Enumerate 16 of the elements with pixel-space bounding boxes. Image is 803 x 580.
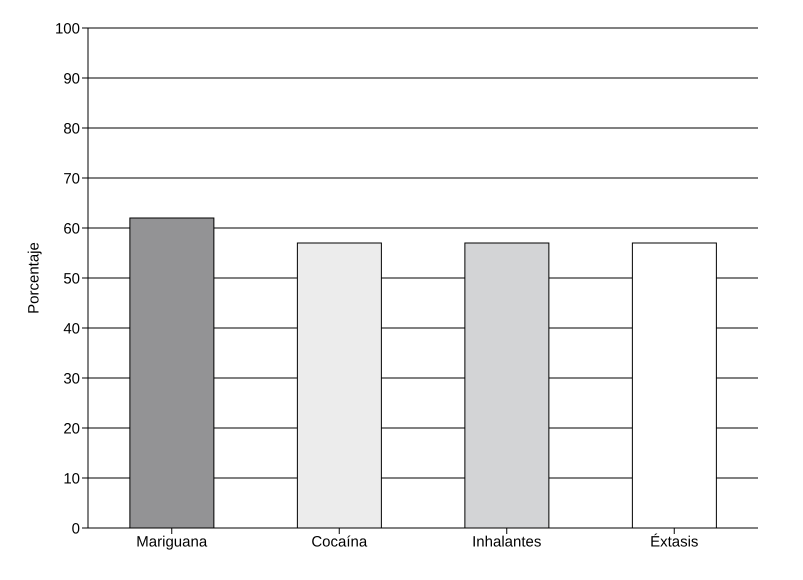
y-tick-label: 0 (72, 520, 80, 538)
y-tick-label: 20 (63, 420, 80, 438)
y-tick-label: 70 (63, 170, 80, 188)
y-axis-title: Porcentaje (25, 242, 42, 314)
y-tick-label: 30 (63, 370, 80, 388)
y-tick-label: 50 (63, 270, 80, 288)
x-tick-label: Inhalantes (472, 534, 542, 551)
x-tick-label: Éxtasis (650, 532, 698, 551)
x-tick-label: Mariguana (136, 534, 208, 551)
y-tick-label: 10 (63, 470, 80, 488)
y-tick-label: 40 (63, 320, 80, 338)
y-tick-label: 60 (63, 220, 80, 238)
x-tick-label: Cocaína (311, 534, 368, 551)
y-tick-label: 90 (63, 70, 80, 88)
y-tick-label: 80 (63, 120, 80, 138)
y-tick-label: 100 (54, 20, 80, 38)
